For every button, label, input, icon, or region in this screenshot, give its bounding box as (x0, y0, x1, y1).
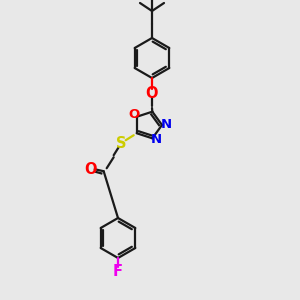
Text: O: O (146, 85, 158, 100)
Text: S: S (116, 136, 127, 151)
Text: O: O (128, 108, 139, 121)
Text: N: N (151, 133, 162, 146)
Text: F: F (113, 263, 123, 278)
Text: N: N (160, 118, 172, 131)
Text: O: O (84, 162, 97, 177)
